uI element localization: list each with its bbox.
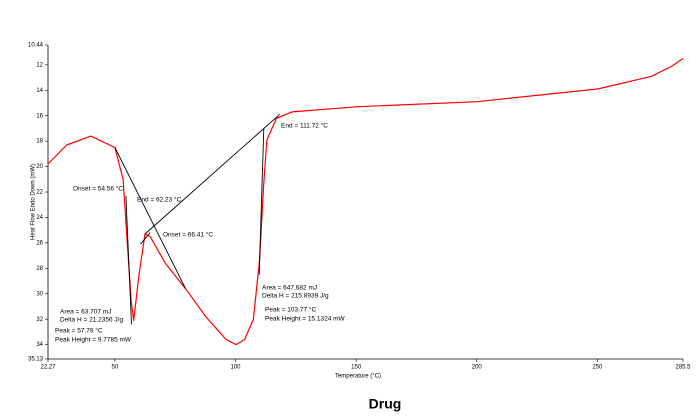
tangent-line [144,114,280,235]
y-tick-label: 26 [36,240,43,246]
y-tick-label: 35.13 [28,357,44,363]
annotation: Area = 647.682 mJ [262,285,317,292]
y-tick-label: 28 [36,266,43,272]
y-tick-label: 34 [36,342,43,348]
annotation: Peak Height = 9.7785 mW [55,337,132,344]
x-tick-label: 250 [592,365,603,371]
heat-flow-curve [47,58,684,346]
y-tick-label: 14 [36,88,43,94]
x-tick-label: 285.5 [675,365,691,371]
annotation: Onset = 66.41 °C [163,231,213,239]
y-tick-label: 10.44 [28,43,44,49]
y-tick-label: 20 [36,164,43,170]
annotation: Peak Height = 15.1324 mW [265,316,346,323]
x-tick-label: 100 [231,365,242,371]
tangent-line [125,195,132,325]
y-axis-label: Heat Flow Endo Down (mW) [31,164,37,240]
x-tick-label: 150 [351,365,362,371]
x-tick-label: 200 [472,365,483,371]
annotation: Peak = 57.79 °C [55,327,103,335]
y-tick-label: 32 [36,317,43,323]
y-tick-label: 12 [36,62,43,68]
y-tick-label: 24 [36,215,43,221]
annotation: Area = 63.707 mJ [60,309,112,316]
annotation: Delta H = 21.2356 J/g [60,317,123,324]
x-tick-label: 50 [112,365,119,371]
x-axis-label: Temperature (°C) [335,374,381,380]
caption: Drug [369,396,402,412]
annotation: End = 111.72 °C [281,122,328,130]
tangent-line [114,147,187,289]
annotation: Peak = 103.77 °C [265,306,317,314]
y-tick-label: 18 [36,139,43,145]
annotation: Delta H = 215.8939 J/g [262,293,329,300]
y-tick-label: 22 [36,190,43,196]
y-tick-label: 30 [36,291,43,297]
annotation: End = 62.23 °C [137,196,182,204]
x-tick-label: 22.27 [40,365,56,371]
y-tick-label: 16 [36,113,43,119]
tangent-line [258,128,265,275]
tangent-line [140,232,151,245]
annotation: Onset = 54.56 °C [73,185,123,193]
